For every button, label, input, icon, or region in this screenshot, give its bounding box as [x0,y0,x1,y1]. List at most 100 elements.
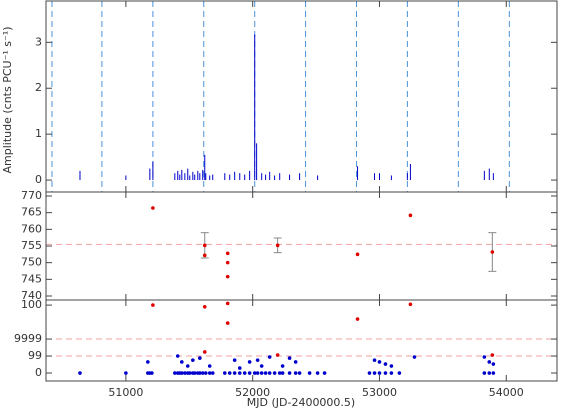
point [247,371,252,375]
point [277,371,282,375]
y-tick-label: 0 [35,173,42,186]
point [192,371,197,375]
point [232,358,237,362]
point [222,371,227,375]
y-axis-label: Amplitude (cnts PCU⁻¹ s⁻¹) [1,26,14,173]
point [355,252,360,257]
point [252,371,257,375]
y-tick-label: 2 [35,81,42,94]
point [210,371,215,375]
point [207,364,212,368]
panel-frame [45,0,558,193]
point [297,371,302,375]
point [202,253,207,258]
point [490,353,495,357]
point [200,371,205,375]
point [487,371,492,375]
point [293,360,298,364]
point [293,371,298,375]
point [275,353,280,357]
point [173,371,177,375]
panel-frame [45,191,558,301]
y-tick-label: 770 [21,189,42,202]
point [372,371,377,375]
point [225,321,230,325]
point [237,366,242,370]
point [491,371,496,375]
point [227,371,232,375]
point [482,371,487,375]
y-tick-label: 0 [35,366,42,379]
point [124,371,128,375]
y-tick-label: 740 [21,289,42,302]
point [247,360,252,364]
point [191,358,195,362]
point [272,371,277,375]
point [307,371,312,375]
point [377,371,382,375]
point [408,213,413,218]
y-tick-label: 765 [21,206,42,219]
point [412,355,417,359]
x-tick-label: 53000 [362,386,397,399]
point [397,371,402,375]
y-tick-label: 760 [21,222,42,235]
y-tick-label: 3 [35,35,42,48]
point [225,274,230,279]
point [175,354,180,358]
x-tick-label: 52000 [235,386,270,399]
point [198,371,202,375]
x-tick-label: 54000 [489,386,524,399]
point [377,360,382,364]
point [225,251,230,256]
point [259,364,264,368]
point [367,371,372,375]
point [490,250,495,254]
point [202,243,207,248]
point [78,371,82,375]
point [202,304,207,309]
point [207,371,212,375]
point [267,355,272,359]
point [146,360,150,364]
point [322,371,327,375]
y-tick-label: 99 [28,349,42,362]
point [263,371,268,375]
point [185,364,190,368]
point [237,371,242,375]
point [198,356,202,360]
point [383,362,388,366]
point [267,371,272,375]
point [372,358,377,362]
point [280,371,285,375]
y-tick-label: 750 [21,256,42,269]
point [275,243,280,248]
point [315,371,320,375]
point [183,371,187,375]
point [225,260,230,265]
point [203,371,208,375]
y-tick-label: 1 [35,127,42,140]
point [482,355,487,359]
point [389,364,394,368]
point [255,371,260,375]
point [180,371,184,375]
point [491,362,496,366]
point [383,371,388,375]
point [150,371,154,375]
point [255,358,260,362]
point [151,206,155,210]
point [202,350,207,354]
point [355,317,360,321]
point [389,371,394,375]
point [232,371,237,375]
point [151,303,155,307]
y-tick-label: 100 [21,298,42,311]
point [408,302,413,307]
point [180,360,184,364]
point [280,364,285,368]
point [287,371,292,375]
point [287,356,292,360]
point [187,371,192,375]
